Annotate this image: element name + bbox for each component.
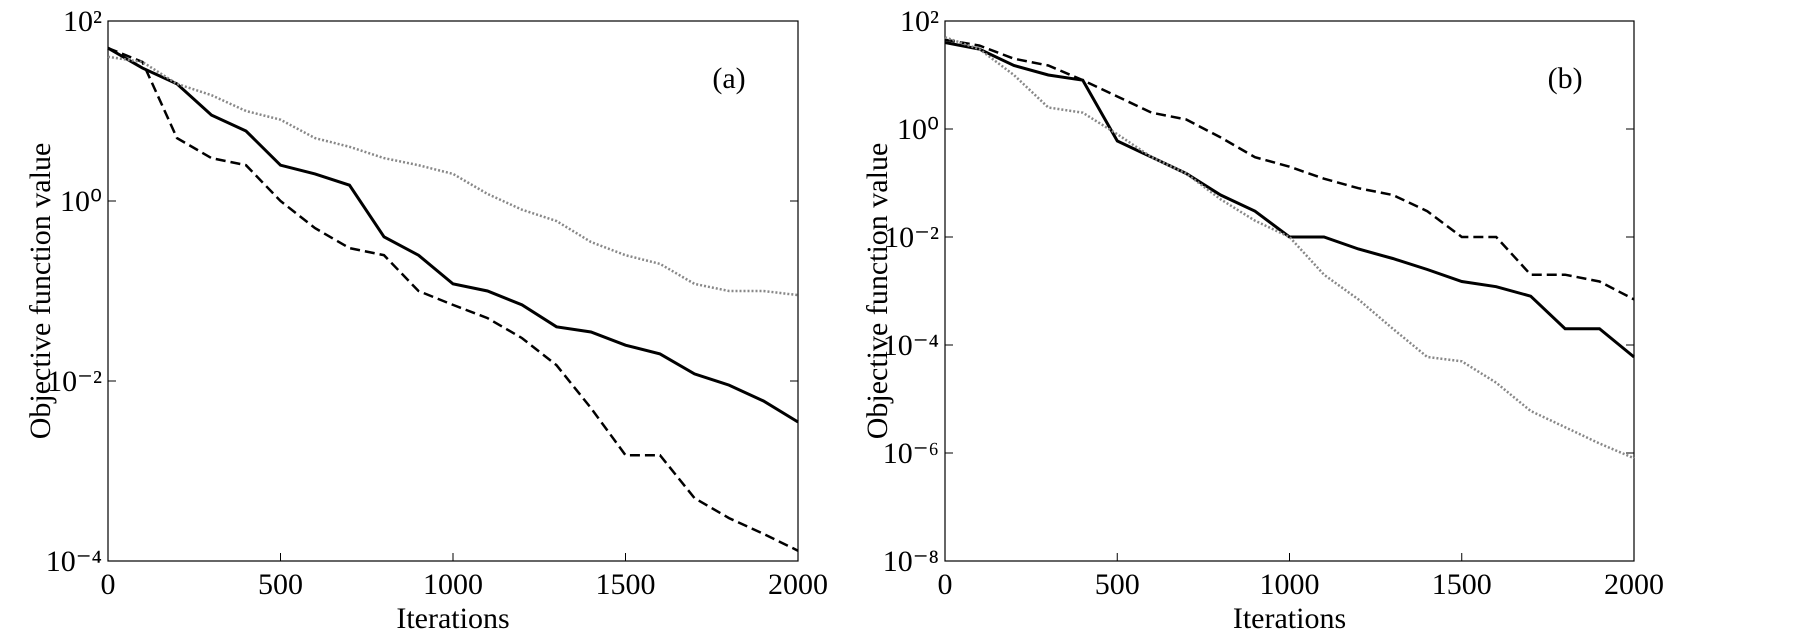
annotation: (b) (1548, 62, 1583, 95)
y-tick-label: 10⁰ (897, 113, 939, 146)
y-tick-label: 10⁻⁸ (883, 545, 939, 578)
y-tick-label: 10⁻² (47, 365, 102, 398)
y-tick-label: 10⁰ (60, 185, 102, 218)
plot-frame (107, 20, 799, 562)
x-tick-label: 1500 (596, 568, 656, 601)
data-line (107, 46, 799, 552)
data-line (107, 55, 799, 297)
x-tick-label: 1000 (423, 568, 483, 601)
x-axis-label: Iterations (396, 602, 509, 635)
data-line (944, 38, 1635, 301)
x-tick-label: 500 (258, 568, 303, 601)
data-line (107, 46, 799, 424)
y-tick-label: 10⁻⁶ (883, 437, 939, 470)
x-tick-label: 0 (101, 568, 116, 601)
x-tick-label: 1500 (1432, 568, 1492, 601)
y-axis-label: Objective function value (24, 143, 57, 440)
x-tick-label: 1000 (1260, 568, 1320, 601)
data-line (944, 36, 1635, 460)
x-axis-label: Iterations (1233, 602, 1346, 635)
y-tick-label: 10² (900, 5, 939, 38)
y-tick-label: 10⁻⁴ (883, 329, 939, 362)
data-line (944, 41, 1635, 359)
annotation: (a) (712, 62, 745, 95)
y-tick-label: 10⁻² (884, 221, 939, 254)
y-axis-label: Objective function value (861, 143, 894, 440)
x-tick-label: 0 (938, 568, 953, 601)
y-tick-label: 10² (63, 5, 102, 38)
y-tick-label: 10⁻⁴ (46, 545, 102, 578)
x-tick-label: 2000 (768, 568, 828, 601)
x-tick-label: 2000 (1604, 568, 1664, 601)
x-tick-label: 500 (1095, 568, 1140, 601)
plot-frame (944, 20, 1635, 562)
